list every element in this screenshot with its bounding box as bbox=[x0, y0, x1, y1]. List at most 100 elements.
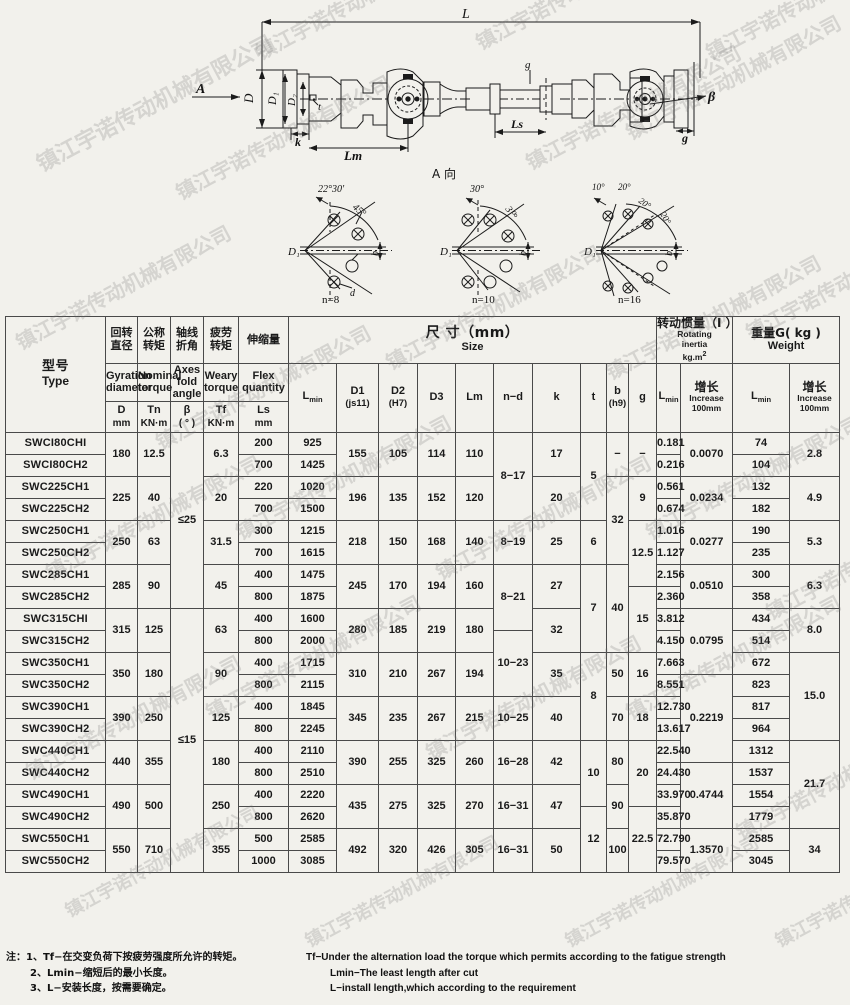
cell-D: 285 bbox=[105, 563, 138, 609]
cell-Ls: 700 bbox=[238, 497, 289, 521]
spec-table-container: 型号 Type 回转 直径 公称 转矩 轴线 折角 疲劳 转矩 伸缩量 尺 寸（mm） … bbox=[5, 316, 850, 873]
cell-type: SWC490CH2 bbox=[5, 805, 106, 829]
cell-Lm: 120 bbox=[455, 475, 494, 521]
spec-table: 型号 Type 回转 直径 公称 转矩 轴线 折角 疲劳 转矩 伸缩量 尺 寸（mm） … bbox=[5, 316, 850, 873]
cell-Tn: 63 bbox=[137, 519, 171, 565]
cell-I: 72.790 bbox=[656, 827, 691, 851]
cell-Lmin: 1425 bbox=[288, 453, 337, 477]
header-inertia-increase: 增长 Increase 100mm bbox=[680, 362, 734, 433]
header-size: 尺 寸（mm） Size bbox=[287, 316, 658, 364]
cell-type: SWC315CHI bbox=[5, 607, 106, 631]
label-t: t bbox=[318, 101, 322, 113]
cell-D3: 267 bbox=[417, 695, 456, 741]
label-A: A bbox=[195, 82, 205, 97]
header-size-d1: D1 (js11) bbox=[336, 362, 379, 433]
cell-Tn: 500 bbox=[137, 783, 171, 829]
cell-D: 225 bbox=[105, 475, 138, 521]
table-row: SWC490CH2 800 2620 12 22.5 35.870 1779 bbox=[5, 805, 850, 873]
cell-G: 1312 bbox=[732, 739, 791, 763]
table-row: SWC315CH2 800 2000 10−23 4.150 514 bbox=[5, 629, 850, 697]
cell-g: 22.5 bbox=[627, 805, 658, 873]
cell-I: 0.674 bbox=[656, 497, 685, 521]
cell-D3: 194 bbox=[417, 563, 456, 609]
cell-k: 25 bbox=[532, 519, 581, 565]
cell-I_inc: 1.3570 bbox=[680, 827, 734, 873]
table-row: SWC440CH1 440 355 180 400 2110 390 255 325 260 16−… bbox=[5, 739, 850, 829]
cell-nd: 16−31 bbox=[493, 783, 533, 829]
header-inertia-lmin: Lmin bbox=[656, 362, 682, 433]
cell-g: 12.5 bbox=[627, 519, 658, 587]
cell-I: 0.216 bbox=[656, 453, 685, 477]
cell-I: 3.812 bbox=[656, 607, 685, 631]
cell-Ls: 400 bbox=[238, 739, 289, 763]
cell-D1: 345 bbox=[336, 695, 379, 741]
cell-I: 7.663 bbox=[656, 651, 685, 675]
cell-b: 50 bbox=[606, 651, 629, 697]
cell-type: SWC490CH1 bbox=[5, 783, 106, 807]
cell-Lm: 260 bbox=[455, 739, 494, 785]
cell-G: 1779 bbox=[732, 805, 791, 829]
table-header: 型号 Type 回转 直径 公称 转矩 轴线 折角 疲劳 转矩 伸缩量 尺 寸（mm） … bbox=[5, 316, 850, 433]
cell-I: 24.430 bbox=[656, 761, 691, 785]
cell-D3: 325 bbox=[417, 739, 456, 785]
cell-Tf: 63 bbox=[203, 607, 239, 653]
pattern-2-name: n=10 bbox=[472, 294, 495, 306]
cell-Tn: 180 bbox=[137, 651, 171, 697]
cell-Tf: 31.5 bbox=[203, 519, 239, 565]
cell-I: 2.156 bbox=[656, 563, 685, 587]
note-text-en: L−install length,which according to the … bbox=[330, 983, 576, 994]
cell-G: 132 bbox=[732, 475, 791, 499]
label-a-view: A 向 bbox=[432, 166, 456, 181]
cell-k: 50 bbox=[532, 827, 581, 873]
cell-I: 1.127 bbox=[656, 541, 685, 565]
cell-G: 817 bbox=[732, 695, 791, 719]
cell-Lmin: 1845 bbox=[288, 695, 337, 719]
table-row: SWC550CH1 550 710 355 500 2585 492 320 426 305 16−… bbox=[5, 827, 850, 873]
cell-Ls: 400 bbox=[238, 783, 289, 807]
header-nominal-en: Nominal torque bbox=[137, 362, 181, 402]
cell-Ls: 200 bbox=[238, 431, 289, 455]
cell-b: 80 bbox=[606, 739, 629, 785]
header-size-k: k bbox=[532, 362, 581, 433]
cell-type: SWC250CH1 bbox=[5, 519, 106, 543]
header-type-cn: 型号 bbox=[41, 359, 69, 375]
cell-Tf: 355 bbox=[203, 827, 239, 873]
cell-nd: 8−21 bbox=[493, 563, 533, 631]
cell-Tf: 45 bbox=[203, 563, 239, 609]
cell-k: 47 bbox=[532, 783, 581, 829]
cell-Lm: 140 bbox=[455, 519, 494, 565]
cell-Lmin: 1215 bbox=[288, 519, 337, 543]
cell-Lm: 180 bbox=[455, 607, 494, 653]
notes-block: 注：1、Tf−在交变负荷下按疲劳强度所允许的转矩。 Tf−Under the al… bbox=[6, 950, 846, 997]
header-nominal-cn: 公称 转矩 bbox=[137, 316, 171, 364]
cell-t: 6 bbox=[580, 519, 607, 565]
header-axes-cn: 轴线 折角 bbox=[170, 316, 204, 364]
cell-Ls: 220 bbox=[238, 475, 289, 499]
cell-D3: 168 bbox=[417, 519, 456, 565]
cell-I: 0.561 bbox=[656, 475, 685, 499]
cell-I: 4.150 bbox=[656, 629, 685, 653]
cell-I_inc: 0.0510 bbox=[680, 563, 734, 609]
cell-type: SWC550CH1 bbox=[5, 827, 106, 851]
table-row: SWC250CH2 700 1615 1.127 235 bbox=[5, 541, 850, 565]
cell-type: SWC390CH1 bbox=[5, 695, 106, 719]
pattern-2-angle-1: 30° bbox=[469, 184, 484, 195]
cell-G: 434 bbox=[732, 607, 791, 631]
cell-D3: 426 bbox=[417, 827, 456, 873]
cell-nd: 16−28 bbox=[493, 739, 533, 785]
cell-G_inc: 34 bbox=[789, 827, 841, 873]
cell-G: 235 bbox=[732, 541, 791, 565]
pattern-3-D1: D₁ bbox=[583, 246, 596, 258]
note-text-cn: 2、Lmin−缩短后的最小长度。 bbox=[30, 967, 173, 979]
cell-type: SWCI80CHI bbox=[5, 431, 106, 455]
header-size-d2: D2 (H7) bbox=[378, 362, 418, 433]
cell-b: 40 bbox=[606, 563, 629, 653]
table-row: SWC390CH2 800 2245 13.617 964 bbox=[5, 717, 850, 741]
cell-G_inc: 15.0 bbox=[789, 651, 841, 741]
label-g-top: g bbox=[525, 59, 531, 71]
cell-I: 79.570 bbox=[656, 849, 691, 873]
header-size-cn: 尺 寸（mm） bbox=[425, 324, 520, 341]
cell-Lmin: 1500 bbox=[288, 497, 337, 521]
cell-D1: 218 bbox=[336, 519, 379, 565]
cell-D1: 390 bbox=[336, 739, 379, 785]
